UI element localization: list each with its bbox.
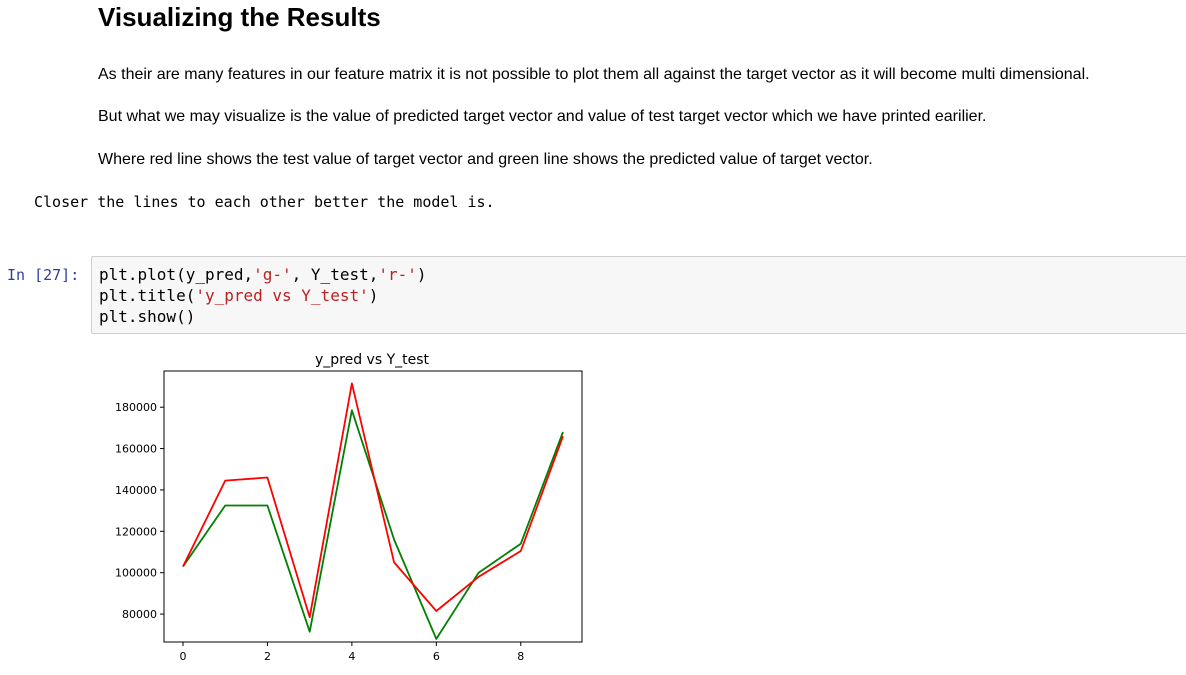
series-line-red bbox=[182, 382, 564, 619]
paragraph-features: As their are many features in our featur… bbox=[98, 66, 1090, 83]
paragraph-legend-explanation: Where red line shows the test value of t… bbox=[98, 151, 873, 168]
x-tick-label: 4 bbox=[348, 650, 355, 663]
input-prompt: In [27]: bbox=[7, 266, 80, 284]
code-token: , Y_test, bbox=[291, 265, 379, 284]
code-line: plt.plot(y_pred,'g-', Y_test,'r-') bbox=[99, 264, 1186, 285]
y-tick-label: 120000 bbox=[115, 525, 157, 538]
y-tick-label: 140000 bbox=[115, 484, 157, 497]
code-string-token: 'r-' bbox=[378, 265, 417, 284]
code-line: plt.show() bbox=[99, 306, 1186, 327]
paragraph-visualize: But what we may visualize is the value o… bbox=[98, 108, 987, 125]
plot-area bbox=[163, 370, 583, 643]
code-line: plt.title('y_pred vs Y_test') bbox=[99, 285, 1186, 306]
y-tick-label: 80000 bbox=[122, 608, 157, 621]
code-note: Closer the lines to each other better th… bbox=[34, 193, 495, 211]
x-tick-label: 6 bbox=[433, 650, 440, 663]
series-group bbox=[182, 382, 564, 640]
code-token: ) bbox=[416, 265, 427, 284]
x-tick-label: 0 bbox=[180, 650, 187, 663]
y-tick-label: 100000 bbox=[115, 567, 157, 580]
y-tick-label: 180000 bbox=[115, 401, 157, 414]
code-input-editor[interactable]: plt.plot(y_pred,'g-', Y_test,'r-') plt.ti… bbox=[91, 256, 1186, 334]
x-axis: 0 2 4 6 8 bbox=[180, 642, 524, 663]
output-area: y_pred vs Y_test 80000 100000 120000 140000… bbox=[98, 344, 598, 675]
y-tick-label: 160000 bbox=[115, 443, 157, 456]
code-token: ) bbox=[368, 286, 379, 305]
code-token: plt.plot(y_pred, bbox=[99, 265, 254, 284]
code-string-token: 'y_pred vs Y_test' bbox=[195, 286, 369, 305]
section-heading: Visualizing the Results bbox=[98, 2, 381, 32]
x-tick-label: 8 bbox=[517, 650, 524, 663]
line-chart: y_pred vs Y_test 80000 100000 120000 140000… bbox=[115, 352, 583, 663]
code-string-token: 'g-' bbox=[253, 265, 292, 284]
chart-title: y_pred vs Y_test bbox=[315, 352, 430, 368]
x-tick-label: 2 bbox=[264, 650, 271, 663]
code-token: plt.title( bbox=[99, 286, 196, 305]
y-axis: 80000 100000 120000 140000 160000 180000 bbox=[115, 401, 164, 621]
code-token: plt.show() bbox=[99, 307, 196, 326]
